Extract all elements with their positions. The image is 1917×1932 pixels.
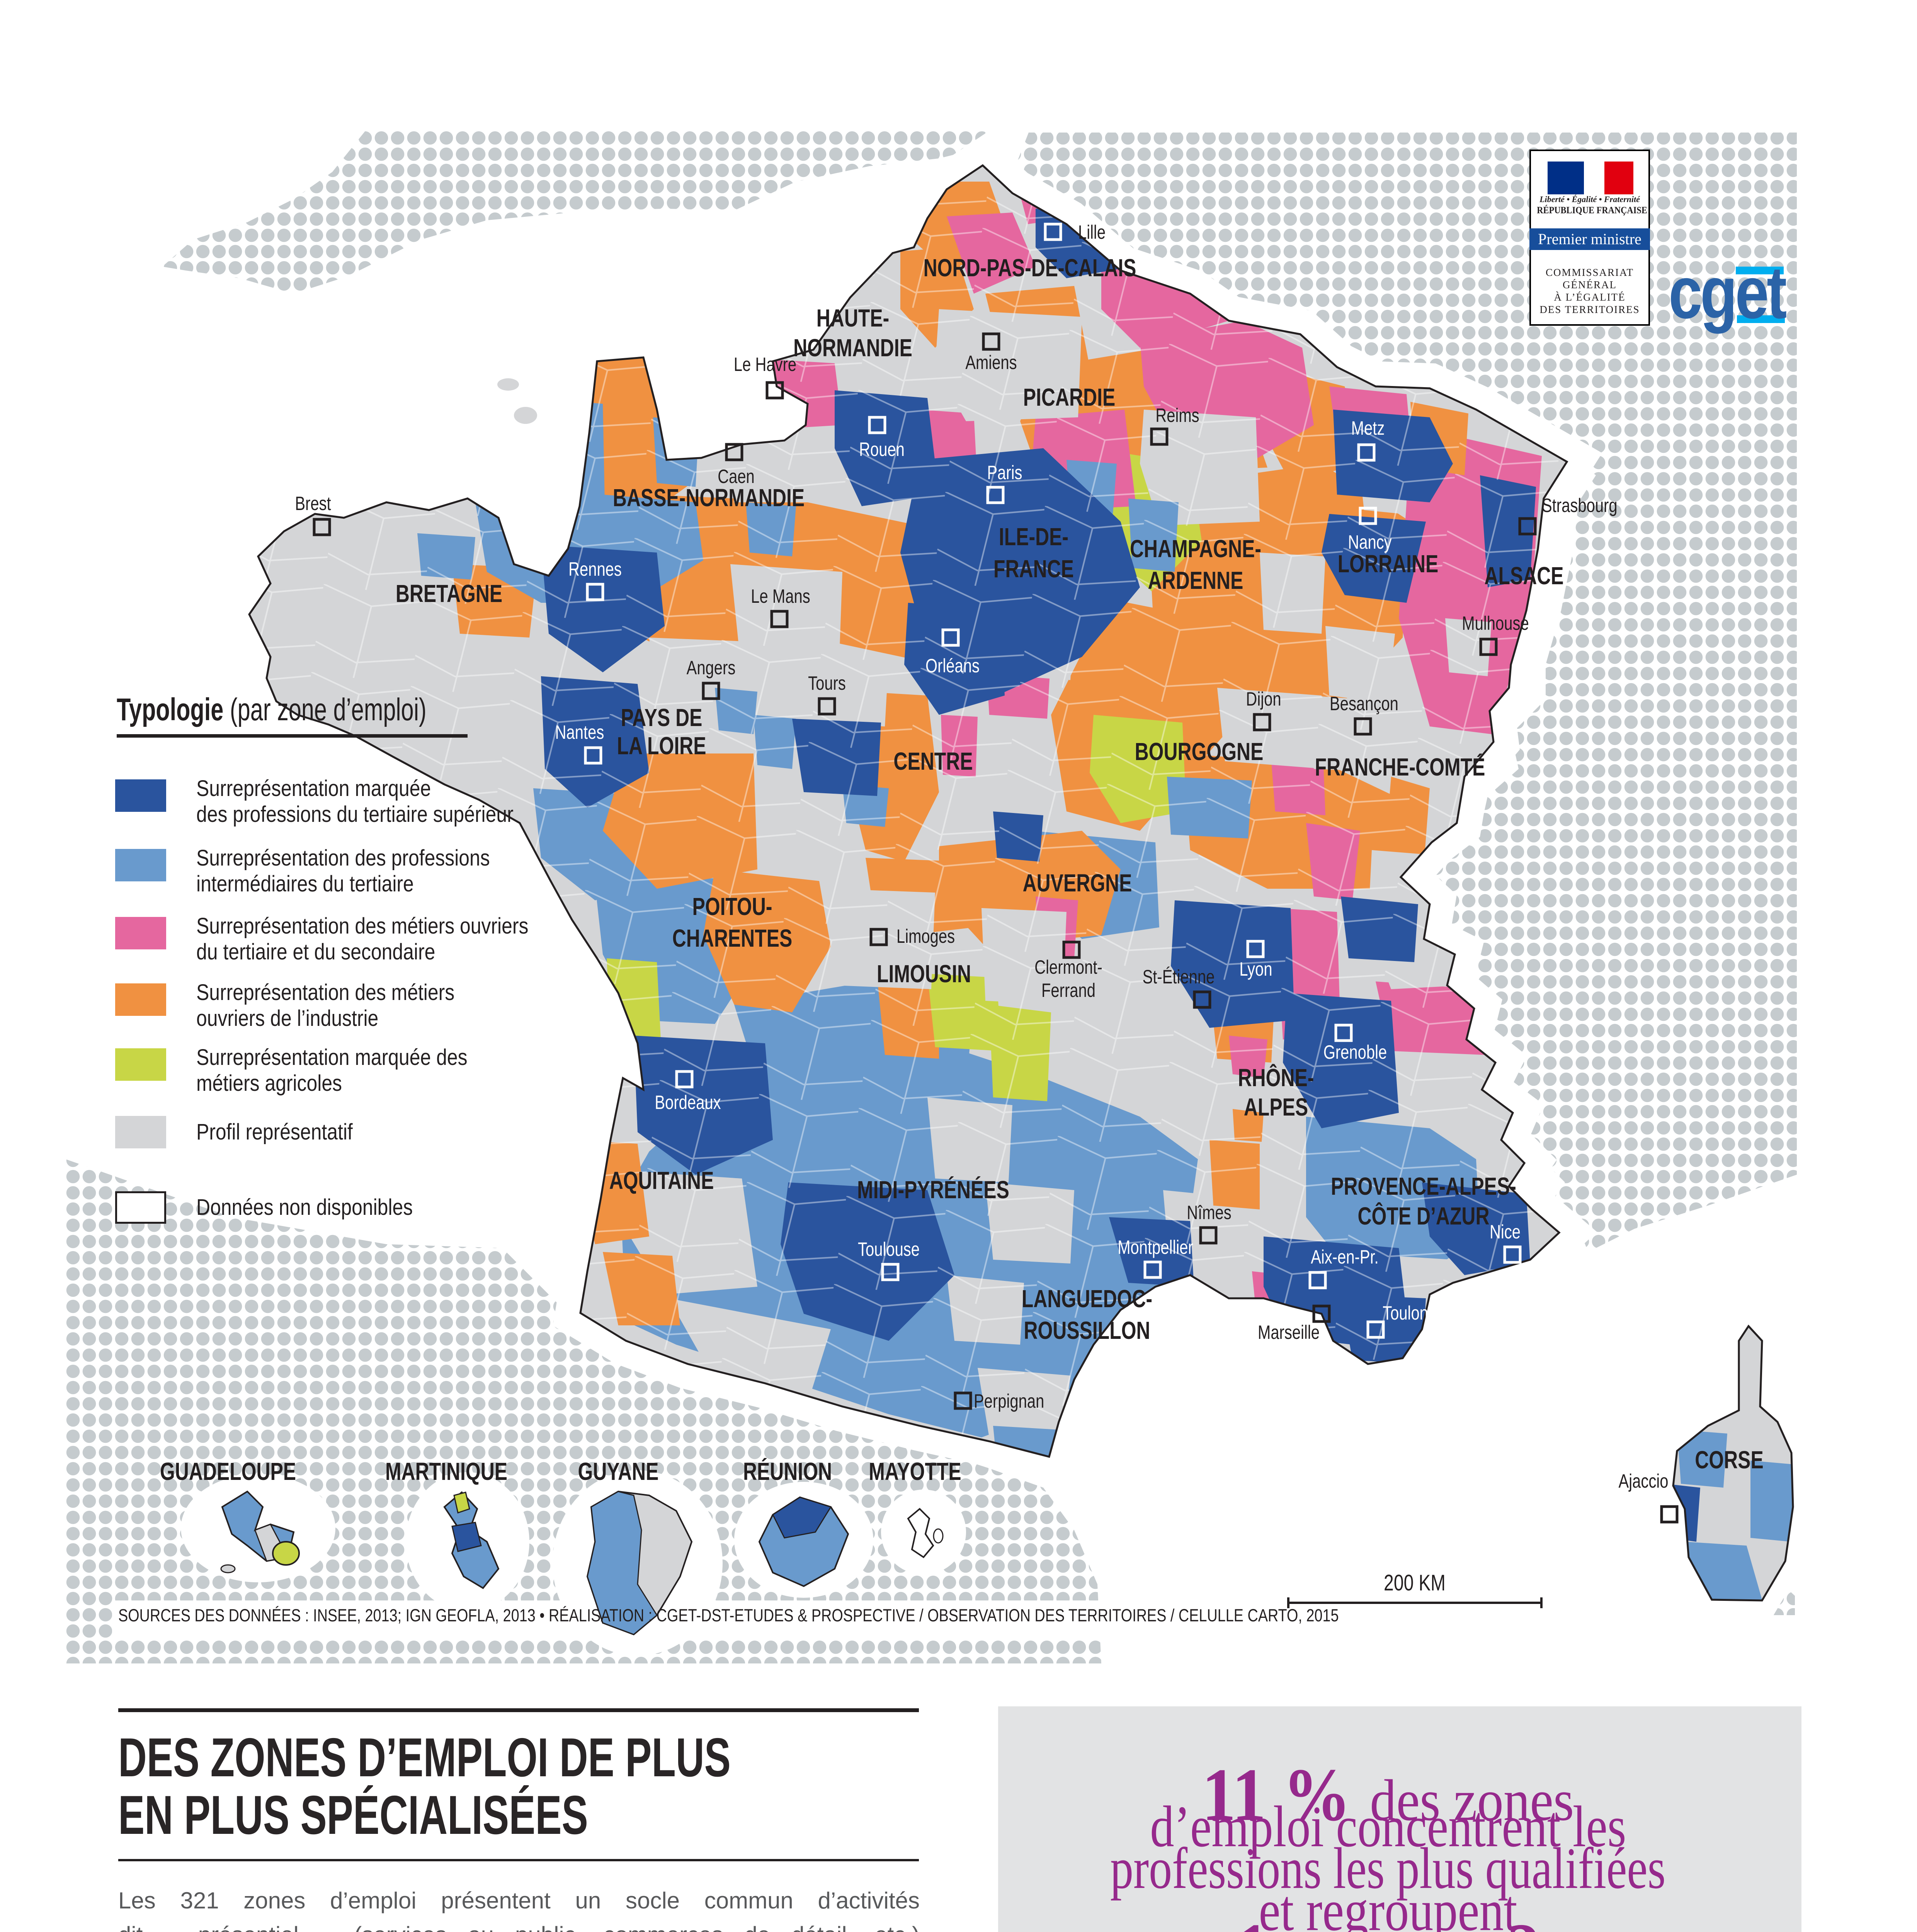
svg-text:Ferrand: Ferrand (1041, 980, 1095, 1001)
svg-text:Rouen: Rouen (859, 439, 905, 460)
svg-text:LA LOIRE: LA LOIRE (617, 732, 706, 760)
svg-text:ALPES: ALPES (1244, 1094, 1308, 1121)
svg-text:Besançon: Besançon (1330, 693, 1398, 714)
svg-text:LORRAINE: LORRAINE (1338, 550, 1439, 578)
svg-text:Rennes: Rennes (568, 558, 622, 580)
svg-text:Grenoble: Grenoble (1323, 1041, 1387, 1063)
svg-text:Nice: Nice (1490, 1221, 1521, 1243)
svg-text:PICARDIE: PICARDIE (1023, 384, 1115, 411)
svg-text:Ajaccio: Ajaccio (1619, 1470, 1669, 1492)
svg-text:ALSACE: ALSACE (1484, 562, 1563, 590)
svg-text:CHARENTES: CHARENTES (672, 925, 793, 952)
svg-text:Perpignan: Perpignan (974, 1390, 1044, 1412)
svg-text:Nantes: Nantes (555, 721, 604, 743)
svg-text:Caen: Caen (718, 466, 755, 487)
svg-text:BASSE-NORMANDIE: BASSE-NORMANDIE (613, 484, 805, 512)
svg-text:AUVERGNE: AUVERGNE (1023, 869, 1132, 897)
svg-text:Paris: Paris (987, 462, 1022, 483)
svg-text:BRETAGNE: BRETAGNE (396, 580, 502, 607)
svg-text:HAUTE-: HAUTE- (816, 304, 890, 332)
svg-text:Toulon: Toulon (1383, 1302, 1428, 1324)
svg-text:Angers: Angers (687, 657, 736, 679)
svg-text:Tours: Tours (808, 672, 846, 694)
svg-text:Strasbourg: Strasbourg (1542, 495, 1618, 516)
svg-text:Lille: Lille (1078, 221, 1106, 243)
svg-text:MIDI-PYRÉNÉES: MIDI-PYRÉNÉES (857, 1176, 1009, 1204)
svg-text:MAYOTTE: MAYOTTE (869, 1458, 961, 1485)
svg-text:Reims: Reims (1155, 405, 1199, 426)
svg-text:Le Havre: Le Havre (734, 354, 796, 375)
svg-text:Limoges: Limoges (896, 925, 955, 947)
svg-text:St-Étienne: St-Étienne (1143, 966, 1215, 988)
svg-text:Dijon: Dijon (1246, 688, 1281, 710)
svg-text:Nîmes: Nîmes (1187, 1202, 1232, 1223)
svg-text:ARDENNE: ARDENNE (1148, 567, 1243, 594)
svg-text:LANGUEDOC-: LANGUEDOC- (1022, 1285, 1152, 1313)
svg-text:200 KM: 200 KM (1384, 1570, 1446, 1595)
svg-text:Le Mans: Le Mans (751, 585, 810, 607)
svg-text:Lyon: Lyon (1239, 958, 1272, 980)
svg-text:AQUITAINE: AQUITAINE (609, 1167, 714, 1194)
svg-text:Orléans: Orléans (925, 655, 980, 677)
svg-text:Bordeaux: Bordeaux (655, 1092, 721, 1113)
svg-text:CHAMPAGNE-: CHAMPAGNE- (1130, 535, 1261, 563)
svg-text:Montpellier: Montpellier (1118, 1236, 1193, 1258)
svg-text:FRANCHE-COMTÉ: FRANCHE-COMTÉ (1315, 753, 1485, 781)
svg-text:MARTINIQUE: MARTINIQUE (385, 1458, 507, 1485)
svg-text:Mulhouse: Mulhouse (1462, 612, 1529, 634)
svg-text:BOURGOGNE: BOURGOGNE (1135, 738, 1264, 765)
svg-text:ILE-DE-: ILE-DE- (999, 523, 1068, 551)
svg-text:PAYS DE: PAYS DE (621, 704, 703, 731)
svg-text:Nancy: Nancy (1348, 531, 1392, 553)
svg-text:Toulouse: Toulouse (858, 1238, 920, 1260)
svg-text:Brest: Brest (295, 493, 331, 514)
svg-text:FRANCE: FRANCE (993, 555, 1074, 583)
svg-text:GUYANE: GUYANE (578, 1458, 659, 1485)
svg-text:Aix-en-Pr.: Aix-en-Pr. (1311, 1246, 1379, 1268)
svg-text:Amiens: Amiens (965, 352, 1017, 373)
svg-text:LIMOUSIN: LIMOUSIN (877, 960, 971, 988)
svg-text:CENTRE: CENTRE (893, 748, 973, 775)
svg-text:NORD-PAS-DE-CALAIS: NORD-PAS-DE-CALAIS (924, 254, 1136, 282)
svg-text:RÉUNION: RÉUNION (743, 1458, 832, 1485)
svg-text:Clermont-: Clermont- (1034, 956, 1102, 978)
svg-text:CORSE: CORSE (1695, 1446, 1763, 1474)
svg-text:Marseille: Marseille (1258, 1321, 1320, 1343)
svg-text:ROUSSILLON: ROUSSILLON (1024, 1317, 1150, 1344)
svg-text:POITOU-: POITOU- (692, 893, 772, 920)
svg-text:GUADELOUPE: GUADELOUPE (160, 1458, 296, 1485)
svg-text:CÔTE D’AZUR: CÔTE D’AZUR (1358, 1202, 1490, 1230)
svg-text:PROVENCE-ALPES-: PROVENCE-ALPES- (1331, 1173, 1516, 1200)
svg-text:NORMANDIE: NORMANDIE (793, 334, 912, 362)
svg-text:RHÔNE-: RHÔNE- (1238, 1064, 1314, 1092)
svg-text:Metz: Metz (1351, 417, 1385, 439)
